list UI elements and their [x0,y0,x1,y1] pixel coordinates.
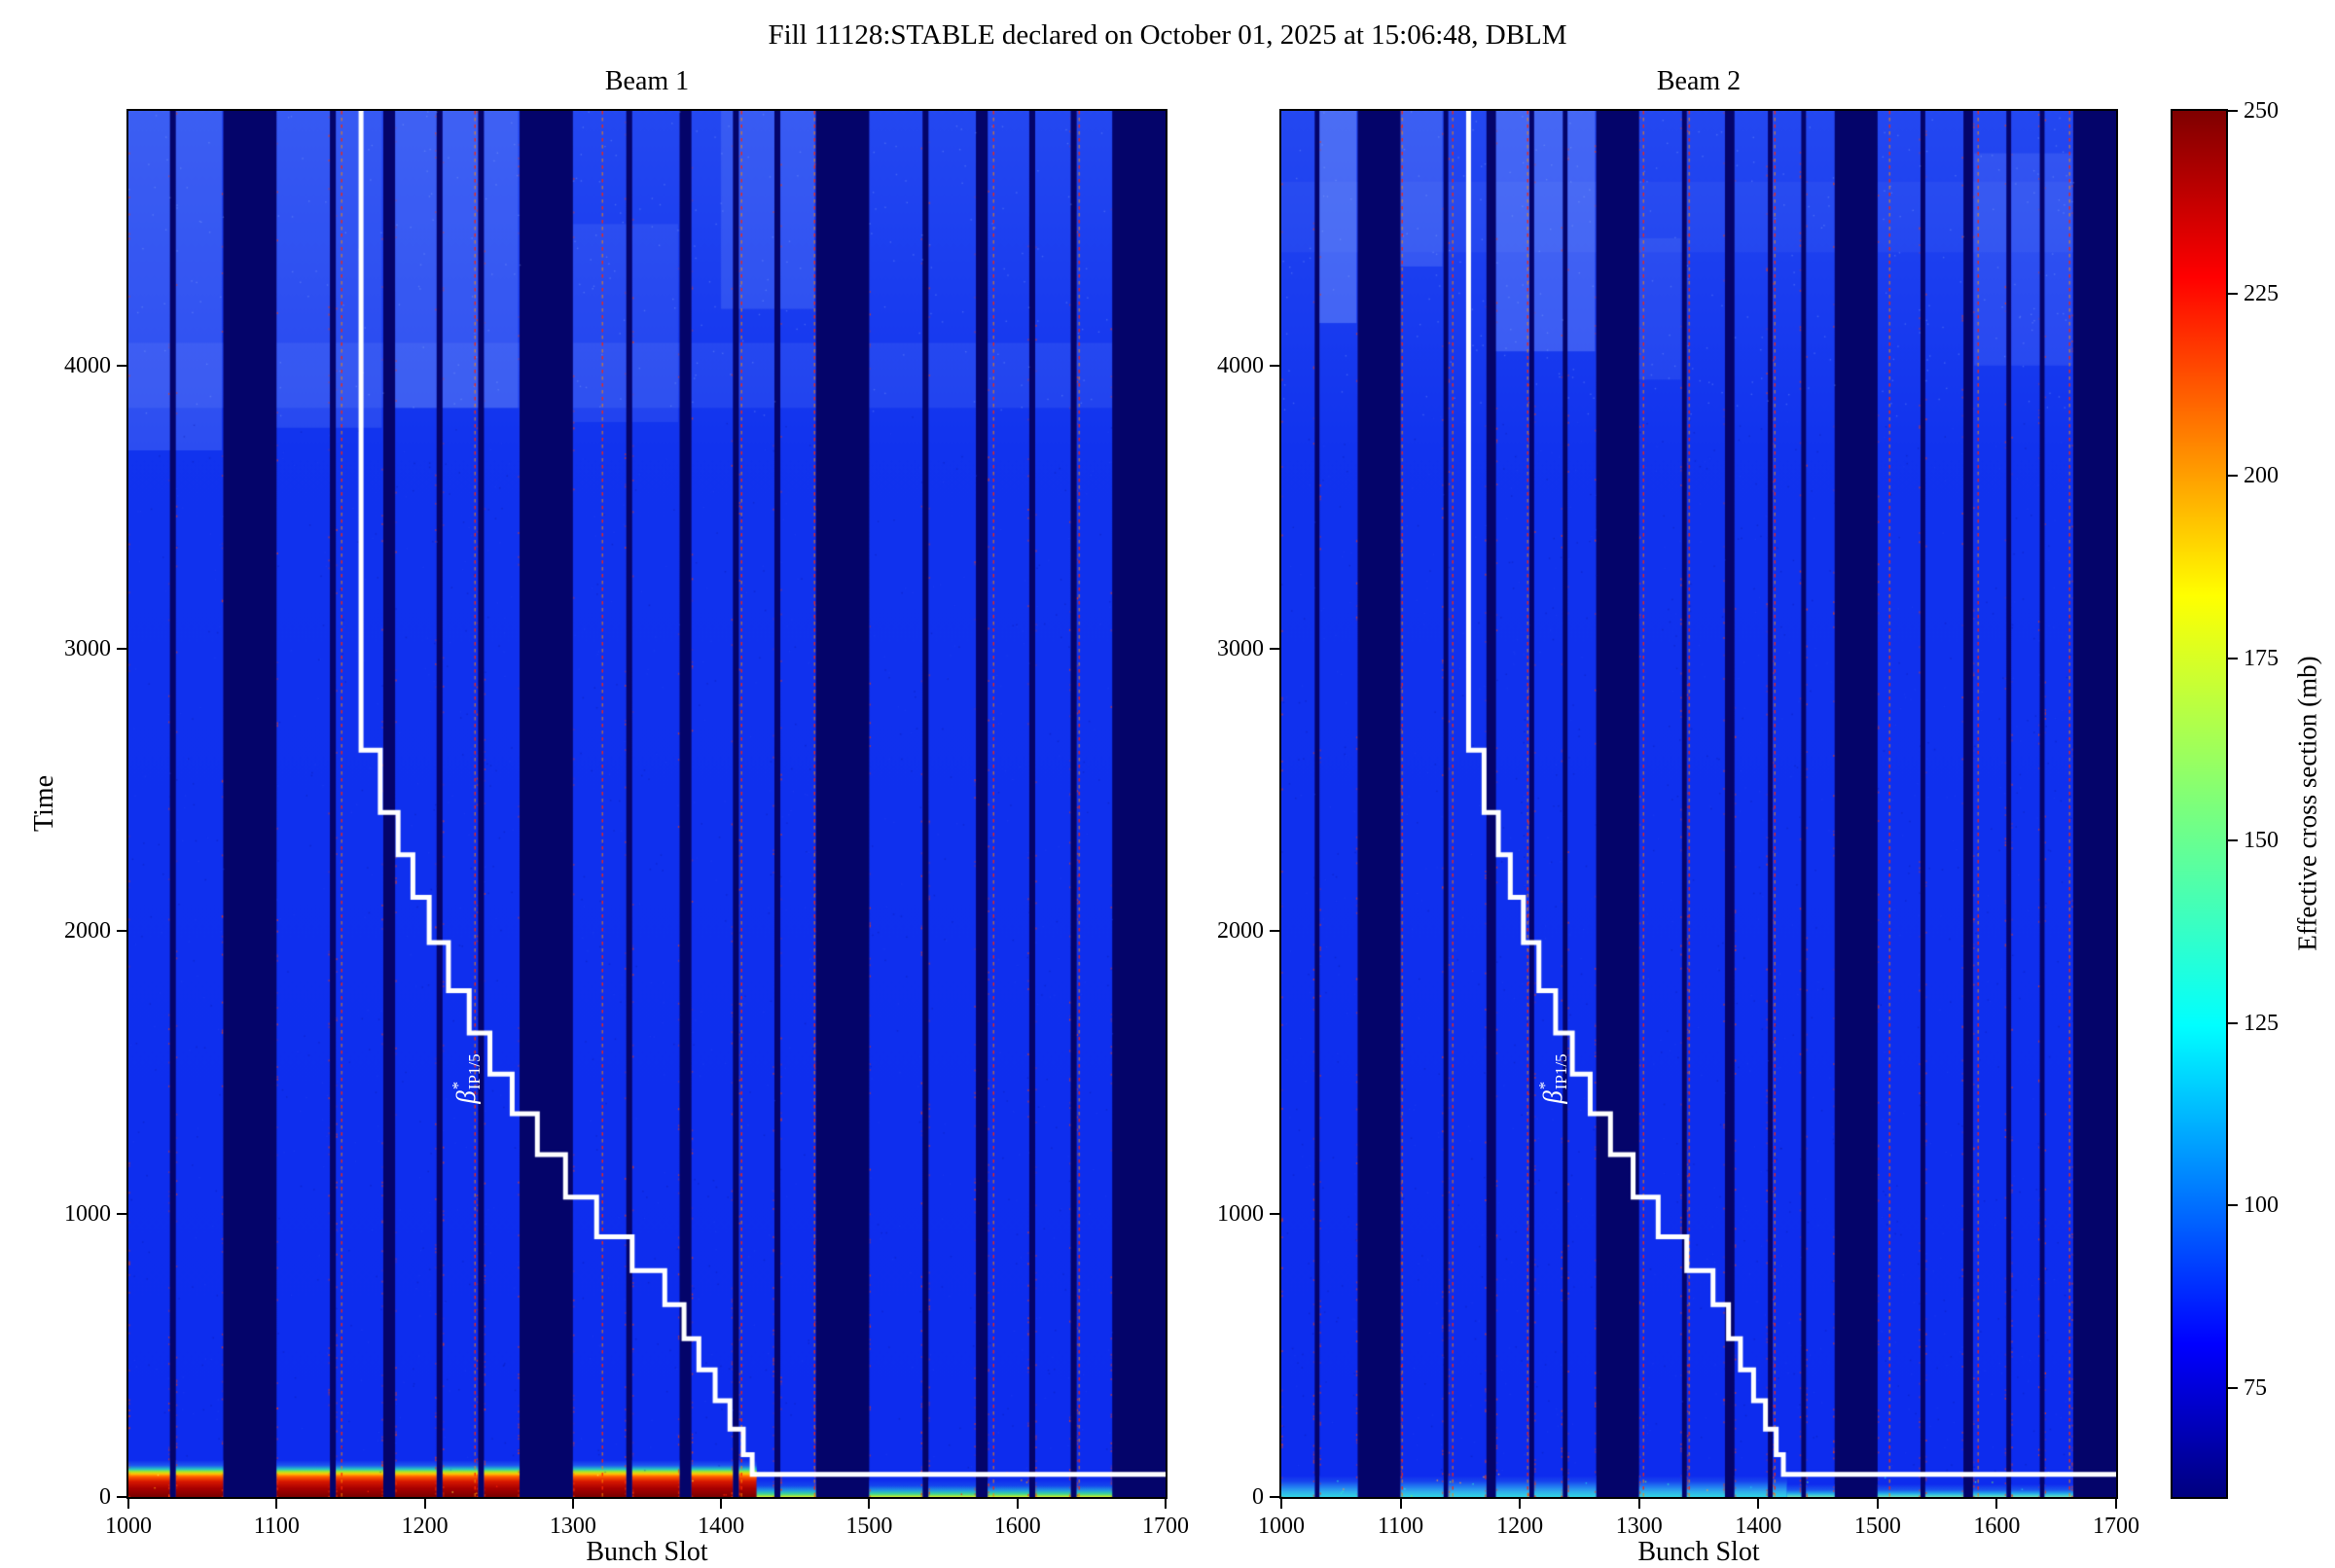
y-tick-label-beam2: 2000 [1217,918,1264,944]
colorbar-tick-label: 225 [2244,280,2279,306]
colorbar-gradient [2173,111,2226,1497]
y-tick-beam1 [117,1213,126,1216]
beta-star-label-beam1: β * IP1/5 [449,1052,485,1104]
colorbar-tick [2228,110,2238,112]
y-tick-beam1 [117,930,126,933]
x-axis-label-beam2: Bunch Slot [1637,1537,1760,1567]
beam1-heatmap [128,111,1166,1497]
colorbar-tick-label: 100 [2244,1193,2279,1218]
x-tick-beam1 [1165,1499,1167,1509]
colorbar-tick-label: 125 [2244,1010,2279,1036]
y-tick-label-beam1: 4000 [64,352,111,378]
y-tick-label-beam2: 1000 [1217,1201,1264,1228]
x-tick-label-beam2: 1300 [1615,1514,1663,1539]
x-tick-beam2 [2115,1499,2117,1509]
x-tick-label-beam2: 1500 [1853,1514,1901,1539]
x-tick-beam2 [1757,1499,1760,1509]
colorbar-tick [2228,839,2238,841]
y-tick-label-beam1: 3000 [64,635,111,661]
y-axis-label: Time [29,774,59,833]
colorbar-tick [2228,1021,2238,1024]
x-tick-label-beam2: 1000 [1258,1514,1305,1539]
x-tick-label-beam1: 1700 [1142,1514,1189,1539]
x-tick-beam1 [127,1499,129,1509]
x-tick-beam1 [423,1499,426,1509]
x-tick-beam2 [1995,1499,1998,1509]
colorbar [2171,109,2228,1499]
x-tick-beam1 [868,1499,871,1509]
beam2-heatmap [1281,111,2116,1497]
colorbar-label: Effective cross section (mb) [2292,656,2322,951]
y-tick-label-beam1: 0 [99,1484,111,1510]
beta-symbol: β [450,1089,481,1104]
beta-symbol: β [1537,1089,1567,1104]
beta-star-label-beam2: β * IP1/5 [1535,1052,1571,1104]
x-tick-label-beam1: 1200 [401,1514,449,1539]
beam1-title: Beam 1 [604,66,690,96]
colorbar-tick [2228,1386,2238,1389]
x-tick-label-beam2: 1700 [2093,1514,2139,1539]
y-tick-label-beam2: 4000 [1217,352,1264,378]
x-tick-beam1 [275,1499,278,1509]
y-tick-label-beam2: 0 [1252,1484,1264,1510]
x-tick-label-beam1: 1000 [105,1514,152,1539]
colorbar-tick-label: 175 [2244,645,2279,671]
colorbar-tick-label: 150 [2244,828,2279,853]
y-tick-beam1 [117,647,126,650]
x-tick-label-beam1: 1500 [845,1514,893,1539]
x-tick-label-beam2: 1100 [1378,1514,1424,1539]
colorbar-tick [2228,475,2238,477]
x-tick-label-beam1: 1600 [993,1514,1041,1539]
x-tick-beam1 [1016,1499,1019,1509]
beta-subscript: IP1/5 [465,1052,485,1089]
x-tick-label-beam1: 1300 [549,1514,596,1539]
x-tick-beam2 [1399,1499,1402,1509]
colorbar-tick [2228,292,2238,295]
x-tick-beam1 [571,1499,574,1509]
y-tick-beam2 [1270,1213,1279,1216]
colorbar-tick-label: 200 [2244,463,2279,488]
y-tick-beam1 [117,1496,126,1498]
beam1-panel: Beam 1 β * IP1/5 [126,66,1168,1499]
beam2-title: Beam 2 [1656,66,1742,96]
beta-superscript: * [449,1081,468,1089]
y-tick-beam2 [1270,1496,1279,1498]
x-tick-beam2 [1637,1499,1640,1509]
x-tick-beam2 [1876,1499,1879,1509]
colorbar-tick [2228,1204,2238,1206]
x-tick-beam2 [1280,1499,1282,1509]
colorbar-tick-label: 250 [2244,98,2279,124]
y-tick-label-beam2: 3000 [1217,635,1264,661]
x-axis-label-beam1: Bunch Slot [586,1537,708,1567]
y-tick-beam2 [1270,364,1279,367]
x-tick-label-beam2: 1400 [1735,1514,1782,1539]
y-tick-beam1 [117,364,126,367]
y-tick-label-beam1: 1000 [64,1201,111,1228]
beta-superscript: * [1535,1081,1555,1089]
y-tick-label-beam1: 2000 [64,918,111,944]
x-tick-label-beam2: 1600 [1973,1514,2021,1539]
colorbar-tick [2228,657,2238,659]
x-tick-beam2 [1519,1499,1522,1509]
x-tick-beam1 [720,1499,723,1509]
x-tick-label-beam1: 1400 [698,1514,745,1539]
colorbar-tick-label: 75 [2244,1374,2267,1401]
y-tick-beam2 [1270,647,1279,650]
beta-subscript: IP1/5 [1552,1052,1571,1089]
x-tick-label-beam2: 1200 [1496,1514,1544,1539]
x-tick-label-beam1: 1100 [253,1514,300,1539]
y-tick-beam2 [1270,930,1279,933]
beam2-panel: Beam 2 β * IP1/5 [1279,66,2118,1499]
figure-title: Fill 11128:STABLE declared on October 01… [768,19,1567,51]
